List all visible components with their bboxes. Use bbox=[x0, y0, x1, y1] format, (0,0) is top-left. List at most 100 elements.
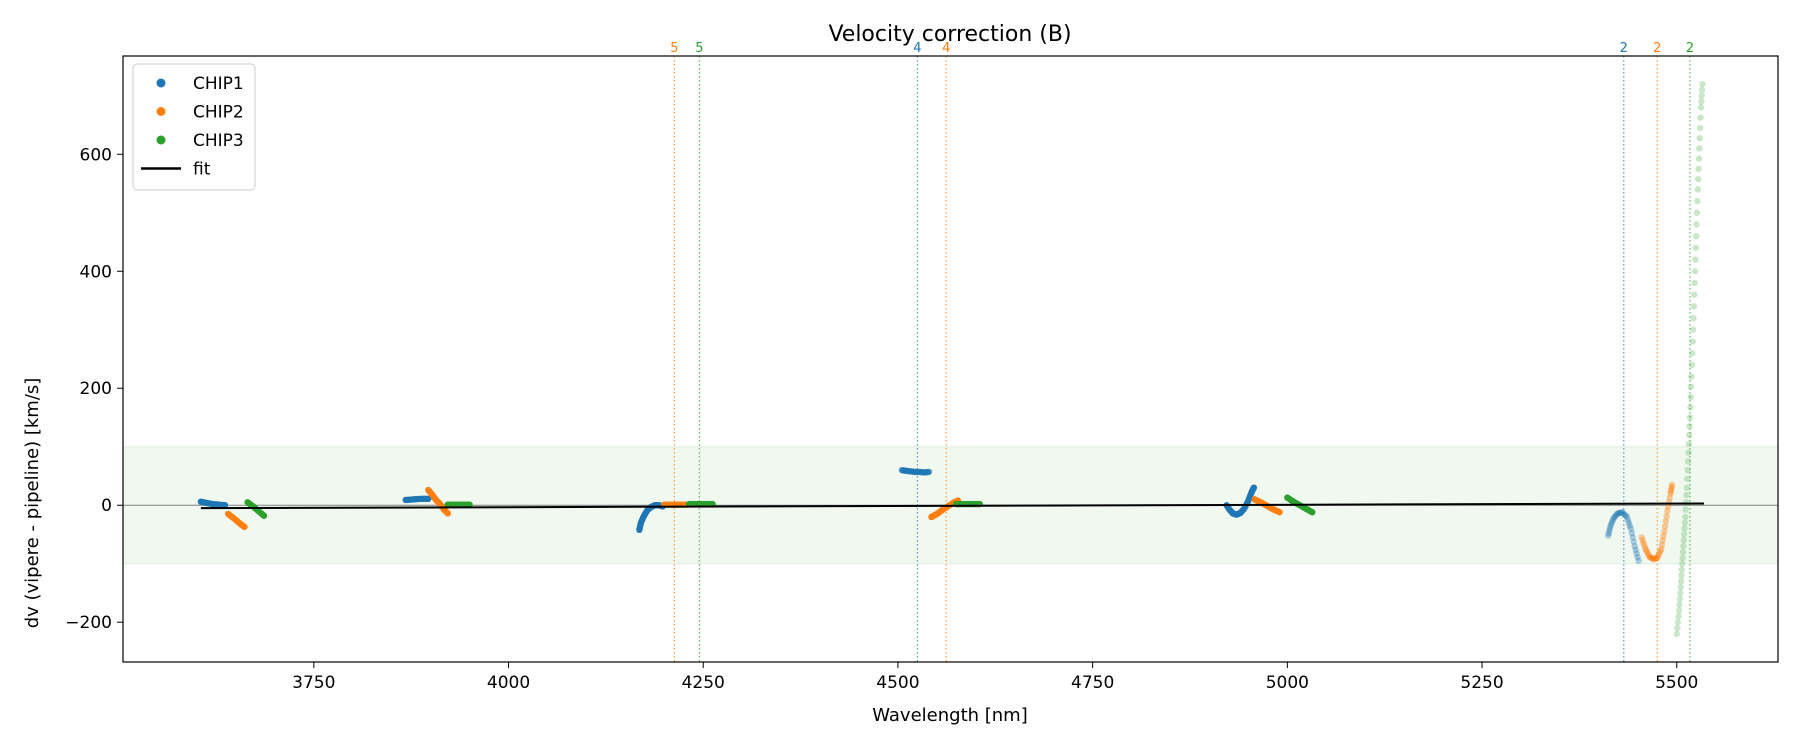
data-point bbox=[1626, 522, 1634, 529]
flagged-order-label: 5 bbox=[670, 41, 678, 56]
y-tick-label: 0 bbox=[101, 496, 112, 516]
data-point bbox=[1664, 503, 1672, 510]
data-point bbox=[241, 523, 248, 531]
x-tick-label: 5250 bbox=[1460, 673, 1503, 693]
data-point bbox=[1679, 560, 1686, 567]
x-tick-label: 5000 bbox=[1266, 673, 1309, 693]
series-chip3-segment bbox=[1673, 80, 1706, 638]
data-point bbox=[1677, 583, 1684, 591]
data-point bbox=[1608, 520, 1615, 528]
data-point bbox=[1650, 555, 1657, 563]
data-point bbox=[1629, 534, 1636, 541]
data-point bbox=[1622, 512, 1629, 519]
data-point bbox=[1654, 554, 1661, 562]
data-point bbox=[1605, 529, 1613, 537]
data-point bbox=[1687, 383, 1695, 390]
data-point bbox=[1682, 513, 1689, 521]
legend-label-fit: fit bbox=[193, 160, 211, 180]
data-point bbox=[1679, 548, 1687, 556]
data-point bbox=[260, 512, 268, 519]
data-point bbox=[1647, 554, 1654, 561]
data-point bbox=[1681, 519, 1689, 526]
data-point bbox=[1696, 124, 1704, 132]
plot-frame bbox=[122, 55, 1779, 663]
data-point bbox=[1668, 485, 1675, 493]
data-point bbox=[1698, 86, 1706, 94]
data-point bbox=[1667, 490, 1674, 497]
data-point bbox=[1659, 537, 1666, 544]
flagged-order-label: 2 bbox=[1653, 41, 1661, 56]
data-point bbox=[1666, 494, 1673, 502]
data-point bbox=[1648, 554, 1655, 562]
data-point bbox=[1643, 547, 1650, 555]
data-point bbox=[1634, 553, 1641, 561]
data-point bbox=[1639, 537, 1646, 544]
data-point bbox=[1686, 414, 1694, 421]
data-point bbox=[1679, 554, 1686, 562]
data-point bbox=[1656, 550, 1663, 557]
data-point bbox=[1698, 98, 1705, 105]
data-point bbox=[1667, 488, 1675, 495]
data-point bbox=[1606, 527, 1613, 534]
x-tick-label: 4250 bbox=[682, 673, 725, 693]
data-point bbox=[1625, 519, 1633, 526]
data-point bbox=[1693, 209, 1701, 216]
data-point bbox=[1691, 291, 1698, 298]
data-point bbox=[1678, 572, 1685, 579]
data-point bbox=[1612, 512, 1619, 519]
data-point bbox=[1613, 511, 1620, 518]
data-point bbox=[1689, 338, 1696, 345]
data-point bbox=[1676, 595, 1684, 603]
data-point bbox=[1607, 522, 1614, 529]
data-point bbox=[1684, 466, 1691, 474]
data-point bbox=[1697, 104, 1705, 111]
data-point bbox=[1649, 555, 1656, 562]
data-point bbox=[1616, 509, 1624, 517]
fit-line bbox=[200, 502, 1705, 510]
data-point bbox=[1652, 555, 1659, 562]
series-chip3-segment bbox=[444, 501, 473, 508]
data-point bbox=[1658, 541, 1666, 548]
data-point bbox=[1693, 232, 1700, 240]
data-point bbox=[1641, 542, 1648, 550]
data-point bbox=[1657, 545, 1665, 553]
data-point bbox=[1699, 80, 1706, 88]
data-point bbox=[1645, 551, 1652, 559]
data-point bbox=[1250, 484, 1258, 491]
data-point bbox=[1687, 404, 1694, 411]
data-point bbox=[1619, 509, 1626, 516]
data-point bbox=[1680, 537, 1687, 544]
series-chip2-segment bbox=[425, 486, 451, 517]
x-tick-label: 4500 bbox=[876, 673, 919, 693]
data-point bbox=[1696, 134, 1703, 142]
series-chip2-segment bbox=[928, 497, 962, 521]
data-point bbox=[1692, 256, 1699, 263]
data-point bbox=[1685, 440, 1693, 448]
x-tick-label: 4000 bbox=[487, 673, 530, 693]
data-point bbox=[1610, 514, 1617, 522]
data-point bbox=[1682, 506, 1689, 513]
flagged-order-label: 4 bbox=[913, 41, 921, 56]
data-point bbox=[1630, 538, 1637, 545]
data-point bbox=[1695, 165, 1702, 173]
flagged-order-label: 2 bbox=[1620, 41, 1628, 56]
data-point bbox=[1632, 546, 1639, 554]
data-point bbox=[1615, 509, 1622, 517]
data-point bbox=[1651, 555, 1658, 562]
legend-marker-chip3 bbox=[156, 135, 166, 145]
data-point bbox=[1694, 186, 1701, 193]
data-point bbox=[1691, 268, 1699, 275]
series-chip2-segment bbox=[1638, 481, 1676, 563]
data-point bbox=[1661, 523, 1669, 530]
flagged-order-label: 5 bbox=[695, 41, 703, 56]
data-point bbox=[1689, 349, 1696, 357]
data-point bbox=[1624, 516, 1632, 524]
data-point bbox=[1276, 509, 1283, 516]
data-point bbox=[1690, 314, 1697, 322]
data-point bbox=[1609, 516, 1617, 524]
data-point bbox=[1694, 197, 1701, 205]
series-chip1-segment bbox=[402, 495, 432, 504]
data-point bbox=[1628, 529, 1635, 537]
data-point bbox=[1684, 458, 1692, 465]
